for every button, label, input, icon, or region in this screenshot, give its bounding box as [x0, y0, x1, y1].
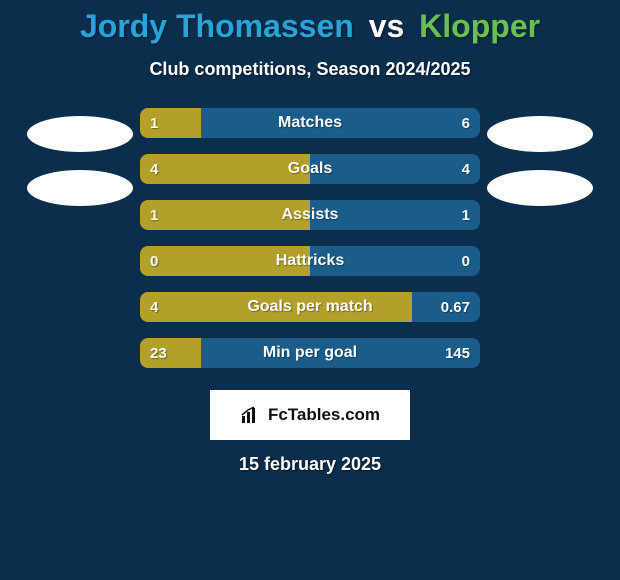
- avatars-left: [20, 108, 140, 206]
- stat-bar-left: [140, 154, 310, 184]
- stat-bar-left: [140, 108, 201, 138]
- avatar-placeholder: [487, 116, 593, 152]
- avatar-placeholder: [487, 170, 593, 206]
- stat-bars: 16Matches 44Goals 11Assists 00Hattricks 40.6…: [140, 108, 480, 368]
- stat-bar-right: [310, 246, 480, 276]
- stat-bar-left: [140, 338, 201, 368]
- avatar-placeholder: [27, 116, 133, 152]
- stat-bar: 16Matches: [140, 108, 480, 138]
- stat-bar-left: [140, 200, 310, 230]
- stat-bar-right: [412, 292, 480, 322]
- title-vs: vs: [369, 8, 405, 44]
- comparison-infographic: Jordy Thomassen vs Klopper Club competit…: [0, 0, 620, 580]
- stat-bar-left: [140, 246, 310, 276]
- chart-icon: [240, 405, 260, 425]
- stat-bar-right: [201, 108, 480, 138]
- date: 15 february 2025: [0, 454, 620, 475]
- badge-text: FcTables.com: [268, 405, 380, 425]
- stat-bar: 00Hattricks: [140, 246, 480, 276]
- avatars-right: [480, 108, 600, 206]
- title-player2: Klopper: [419, 8, 540, 44]
- stat-bar: 40.67Goals per match: [140, 292, 480, 322]
- fctables-badge: FcTables.com: [210, 390, 410, 440]
- title-player1: Jordy Thomassen: [80, 8, 354, 44]
- stat-bar: 11Assists: [140, 200, 480, 230]
- stat-bar: 23145Min per goal: [140, 338, 480, 368]
- stat-bar-left: [140, 292, 412, 322]
- subtitle: Club competitions, Season 2024/2025: [0, 59, 620, 80]
- stat-bar-right: [201, 338, 480, 368]
- avatar-placeholder: [27, 170, 133, 206]
- title: Jordy Thomassen vs Klopper: [0, 0, 620, 45]
- main-row: 16Matches 44Goals 11Assists 00Hattricks 40.6…: [0, 108, 620, 368]
- stat-bar-right: [310, 200, 480, 230]
- stat-bar-right: [310, 154, 480, 184]
- stat-bar: 44Goals: [140, 154, 480, 184]
